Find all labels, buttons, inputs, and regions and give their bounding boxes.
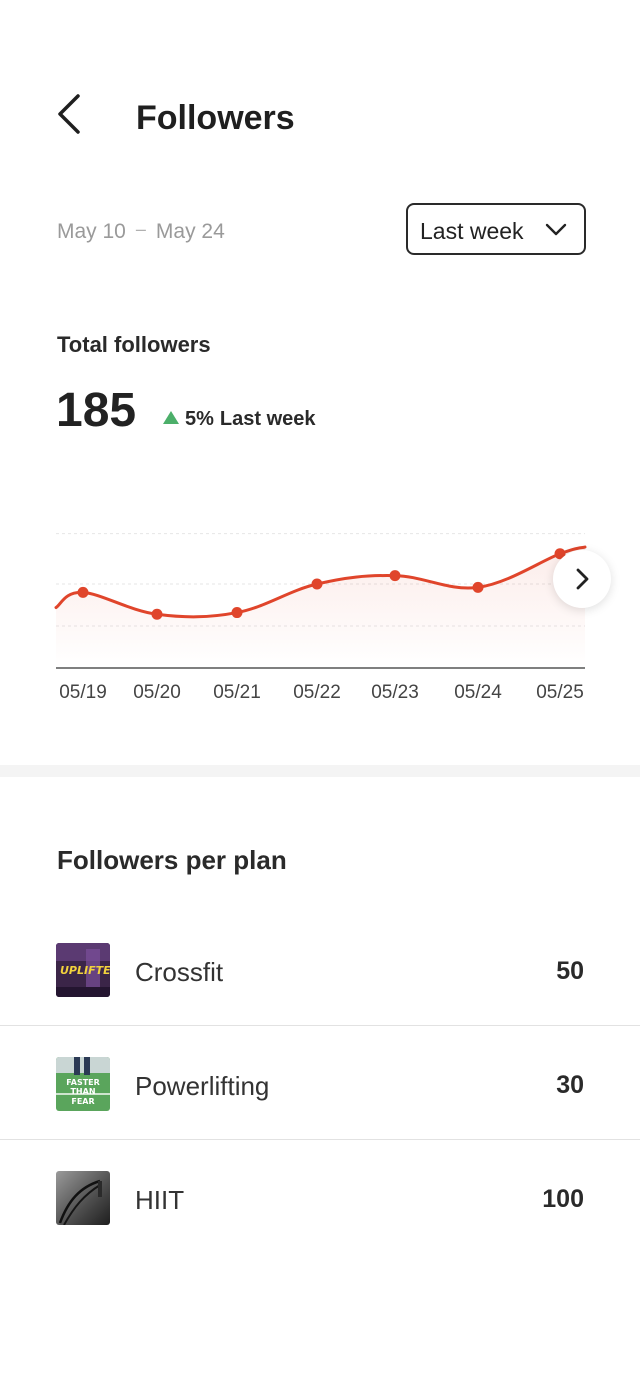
plan-thumbnail: FASTER THAN FEAR bbox=[56, 1057, 110, 1111]
row-divider bbox=[0, 1139, 640, 1140]
x-tick-label: 05/24 bbox=[454, 682, 502, 703]
chart-point-05-20 bbox=[151, 608, 163, 620]
plan-thumbnail-text: THAN bbox=[70, 1087, 95, 1096]
plans-title: Followers per plan bbox=[57, 845, 287, 875]
plan-row-hiit[interactable]: HIIT 100 bbox=[0, 1171, 640, 1285]
chart-point-05-22 bbox=[311, 578, 323, 590]
x-tick-label: 05/20 bbox=[133, 682, 181, 703]
plan-follower-count: 50 bbox=[556, 957, 584, 985]
page-title: Followers bbox=[136, 99, 295, 137]
plan-row-crossfit[interactable]: UPLIFTED Crossfit 50 bbox=[0, 943, 640, 1057]
chevron-down-icon bbox=[545, 223, 567, 236]
x-tick-label: 05/22 bbox=[293, 682, 341, 703]
plan-row-powerlifting[interactable]: FASTER THAN FEAR Powerlifting 30 bbox=[0, 1057, 640, 1171]
total-followers-value: 185 bbox=[56, 384, 137, 437]
plan-follower-count: 100 bbox=[542, 1185, 584, 1213]
row-divider bbox=[0, 1025, 640, 1026]
x-tick-label: 05/21 bbox=[213, 682, 261, 703]
date-from: May 10 bbox=[57, 220, 126, 243]
x-tick-label: 05/25 bbox=[536, 682, 584, 703]
followers-delta: 5% Last week bbox=[163, 408, 316, 431]
plan-name: Crossfit bbox=[135, 957, 224, 987]
date-separator: – bbox=[135, 219, 146, 239]
plan-thumbnail bbox=[56, 1171, 110, 1225]
x-tick-label: 05/19 bbox=[59, 682, 107, 703]
followers-chart: 05/19 05/20 05/21 05/22 05/23 05/24 05/25 bbox=[0, 480, 640, 720]
plan-follower-count: 30 bbox=[556, 1071, 584, 1099]
date-to: May 24 bbox=[155, 220, 225, 243]
plan-thumbnail-text: FEAR bbox=[71, 1097, 94, 1106]
plan-name: HIIT bbox=[135, 1185, 185, 1215]
total-followers-label: Total followers bbox=[57, 332, 211, 357]
chart-point-05-19 bbox=[77, 586, 89, 598]
chart-next-button[interactable] bbox=[553, 550, 611, 608]
x-tick-label: 05/23 bbox=[371, 682, 419, 703]
chart-point-05-21 bbox=[231, 607, 243, 619]
plan-thumbnail: UPLIFTED bbox=[56, 943, 110, 997]
chart-point-05-23 bbox=[389, 570, 401, 582]
period-dropdown-label: Last week bbox=[420, 218, 524, 244]
back-button[interactable] bbox=[50, 88, 90, 140]
followers-line-chart: 05/19 05/20 05/21 05/22 05/23 05/24 05/25 bbox=[54, 533, 587, 703]
chevron-right-icon bbox=[576, 568, 589, 590]
period-dropdown[interactable]: Last week bbox=[406, 203, 586, 255]
chart-area-fill bbox=[56, 547, 585, 668]
plan-thumbnail-text: FASTER bbox=[66, 1078, 100, 1087]
delta-period: Last week bbox=[219, 408, 316, 430]
plan-thumbnail-text: UPLIFTED bbox=[60, 964, 110, 977]
section-divider bbox=[0, 765, 640, 777]
chart-point-05-24 bbox=[472, 581, 484, 593]
header: Followers bbox=[0, 0, 640, 180]
plan-name: Powerlifting bbox=[135, 1071, 270, 1101]
chevron-left-icon bbox=[58, 94, 80, 134]
trend-up-icon bbox=[163, 411, 179, 424]
delta-percent: 5% bbox=[185, 408, 214, 430]
date-range: May 10– May 24 bbox=[57, 219, 225, 244]
